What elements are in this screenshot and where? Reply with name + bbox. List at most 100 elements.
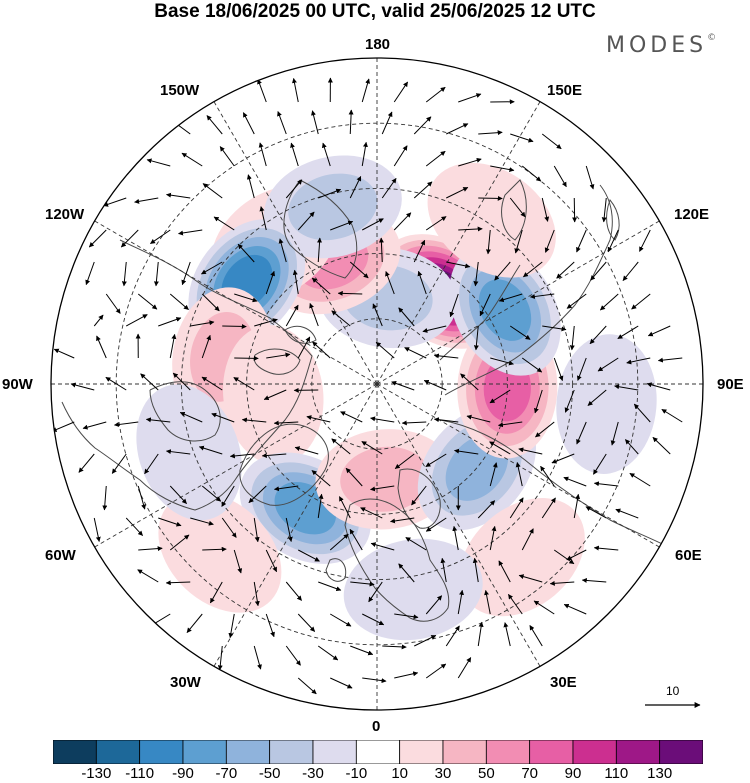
wind-arrow bbox=[433, 353, 459, 359]
wind-arrow bbox=[201, 261, 223, 275]
wind-arrow bbox=[360, 507, 383, 519]
wind-arrow bbox=[145, 417, 171, 423]
meridian-line bbox=[94, 220, 378, 385]
anomaly-center-17 bbox=[343, 538, 483, 641]
wind-arrow bbox=[510, 133, 534, 143]
meridian-line bbox=[213, 383, 378, 667]
wind-arrow bbox=[425, 216, 447, 231]
anomaly-center-7 bbox=[222, 325, 324, 465]
wind-arrow bbox=[597, 357, 619, 372]
wind-arrow bbox=[368, 581, 383, 603]
brand-mark: © bbox=[707, 33, 717, 43]
wind-arrow bbox=[253, 645, 262, 670]
colorbar-cell bbox=[529, 740, 574, 764]
wind-arrow bbox=[398, 563, 415, 583]
wind-arrow bbox=[585, 165, 595, 190]
wind-arrow bbox=[263, 389, 287, 401]
wind-arrow bbox=[278, 238, 287, 263]
wind-arrow bbox=[576, 229, 587, 253]
colorbar-cell bbox=[485, 740, 531, 764]
wind-arrow bbox=[261, 453, 287, 458]
anomaly-contour bbox=[288, 173, 378, 241]
wind-arrow bbox=[566, 549, 587, 561]
wind-arrow bbox=[457, 589, 464, 615]
wind-arrow bbox=[381, 111, 393, 135]
wind-arrow bbox=[489, 462, 498, 487]
wind-arrow bbox=[646, 382, 671, 391]
anomaly-center-14 bbox=[459, 498, 585, 617]
wind-arrow bbox=[102, 485, 108, 511]
wind-arrow bbox=[329, 533, 349, 551]
wind-arrow bbox=[96, 335, 107, 359]
colorbar-cell bbox=[225, 740, 271, 764]
wind-arrow bbox=[297, 211, 315, 231]
wind-arrow bbox=[521, 165, 542, 182]
wind-arrow bbox=[508, 593, 523, 615]
wind-arrow bbox=[233, 549, 243, 574]
colorbar-cell bbox=[269, 740, 314, 764]
wind-arrow bbox=[111, 453, 127, 474]
colorbar-tick-label: -130 bbox=[81, 765, 112, 782]
wind-arrow bbox=[105, 293, 121, 314]
colorbar-tick-label: -30 bbox=[302, 765, 324, 782]
wind-arrow bbox=[615, 508, 639, 519]
wind-arrow bbox=[311, 470, 331, 487]
modes-logo: MODES© bbox=[606, 33, 716, 58]
wind-arrow bbox=[349, 261, 369, 279]
wind-arrow bbox=[541, 197, 550, 222]
colorbar-cell bbox=[572, 740, 617, 764]
colorbar-tick-label: -110 bbox=[125, 765, 155, 782]
meridian-line bbox=[94, 383, 378, 548]
lon-label-120w: 120W bbox=[45, 206, 85, 223]
lon-label-90e: 90E bbox=[717, 376, 744, 393]
anomaly-contour bbox=[136, 384, 242, 521]
wind-arrow bbox=[569, 325, 575, 351]
wind-arrow bbox=[138, 546, 163, 552]
wind-arrow bbox=[498, 293, 523, 303]
wind-arrow bbox=[166, 192, 191, 199]
wind-arrow bbox=[370, 485, 395, 492]
wind-arrow bbox=[375, 341, 395, 359]
wind-arrow bbox=[321, 142, 331, 167]
wind-arrow bbox=[458, 226, 483, 232]
wind-arrow bbox=[298, 549, 320, 562]
wind-arrow bbox=[144, 453, 159, 475]
polar-map bbox=[50, 57, 704, 711]
wind-arrow bbox=[70, 382, 95, 391]
wind-arrow bbox=[209, 581, 223, 604]
wind-arrow bbox=[317, 237, 323, 263]
wind-arrow bbox=[361, 441, 383, 455]
wind-arrow bbox=[331, 310, 351, 327]
wind-arrow bbox=[178, 229, 203, 236]
wind-arrow bbox=[221, 485, 235, 507]
wind-arrow bbox=[624, 439, 639, 455]
wind-arrow bbox=[153, 261, 159, 287]
wind-arrow bbox=[452, 525, 459, 551]
wind-arrow bbox=[509, 497, 524, 519]
wind-arrow bbox=[51, 421, 75, 432]
wind-arrow bbox=[219, 146, 235, 167]
hudson-bay-coast bbox=[149, 381, 221, 442]
wind-arrow bbox=[425, 150, 446, 167]
wind-arrow bbox=[490, 165, 515, 173]
lon-label-0: 0 bbox=[372, 718, 381, 735]
wind-arrow bbox=[521, 357, 543, 373]
colorbar-tick-label: 10 bbox=[391, 765, 408, 782]
wind-arrow bbox=[137, 293, 158, 310]
wind-arrow bbox=[294, 446, 319, 455]
wind-arrow bbox=[317, 493, 324, 519]
map-boundary bbox=[50, 57, 704, 711]
wind-arrow bbox=[290, 142, 299, 167]
wind-arrow bbox=[484, 589, 491, 615]
wind-arrow bbox=[82, 421, 107, 430]
wind-arrow bbox=[405, 537, 427, 551]
wind-arrow bbox=[88, 229, 107, 248]
colorbar-tick-label: -50 bbox=[258, 765, 281, 782]
wind-arrow bbox=[248, 485, 267, 503]
wind-arrow bbox=[158, 317, 182, 327]
wind-arrow bbox=[211, 412, 235, 423]
wind-arrow bbox=[362, 218, 384, 231]
wind-arrow bbox=[518, 574, 543, 583]
wind-arrow bbox=[370, 416, 395, 423]
wind-arrow bbox=[509, 325, 531, 340]
